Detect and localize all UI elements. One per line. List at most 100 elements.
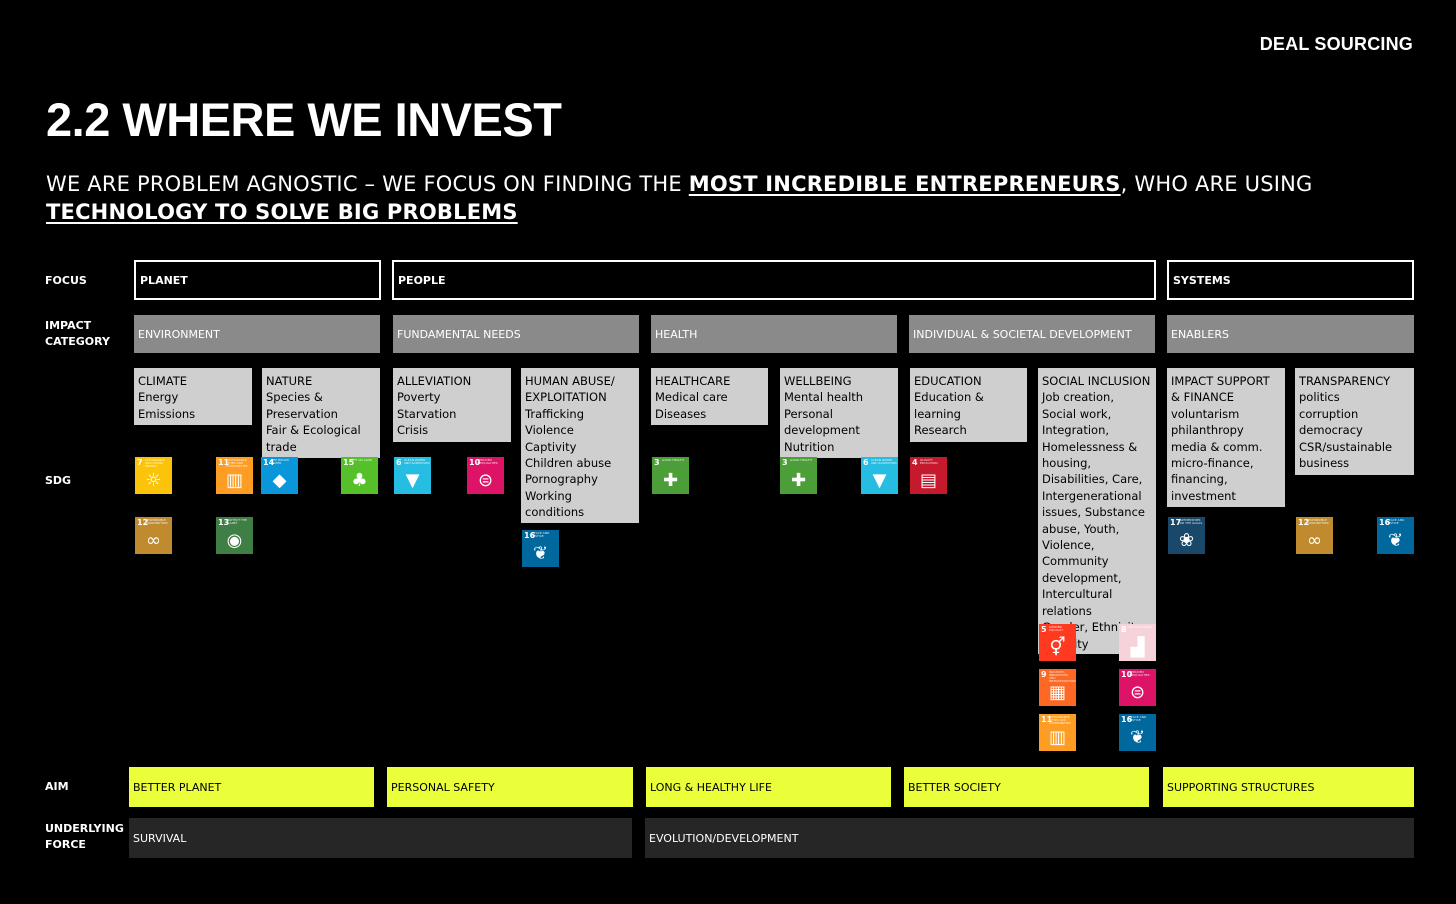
subcategory-line: trade [266, 439, 297, 454]
subcategory-line: & FINANCE [1171, 390, 1234, 405]
sdg-9-tile: 9 INDUSTRY, INNOVATION AND INFRASTRUCTURE… [1039, 669, 1076, 706]
subtitle-text-2: , WHO ARE USING [1120, 172, 1313, 196]
subcategory-wellbeing: WELLBEING Mental health Personal developmen… [780, 368, 898, 458]
sdg-label: RESPONSIBLE CONSUMPTION [145, 518, 168, 525]
sdg-label: PEACE AND JUSTICE [1129, 715, 1147, 722]
sdg-11-tile: 11 SUSTAINABLE CITIES AND COMMUNITIES ▥ [216, 457, 253, 494]
subcategory-line: democracy [1299, 423, 1363, 438]
sdg-number: 8 [1121, 625, 1127, 634]
subcategory-line: development [784, 423, 860, 438]
category-fundamental-needs: FUNDAMENTAL NEEDS [393, 315, 639, 353]
sdg-3-tile: 3 GOOD HEALTH ✚ [780, 457, 817, 494]
sdg-label: REDUCED INEQUALITIES [1129, 670, 1150, 677]
subcategory-line: housing, [1042, 456, 1092, 471]
sdg-number: 7 [137, 458, 143, 467]
sdg-number: 3 [782, 458, 788, 467]
sdg-label: PEACE AND JUSTICE [1387, 518, 1405, 525]
subcategory-line: Social work, [1042, 406, 1112, 421]
subcategory-line: Starvation [397, 406, 457, 421]
subcategory-line: SOCIAL INCLUSION [1042, 374, 1151, 388]
sdg-6-tile: 6 CLEAN WATER AND SANITATION ▼ [394, 457, 431, 494]
sdg-label: QUALITY EDUCATION [920, 458, 938, 465]
sdg-label: INDUSTRY, INNOVATION AND INFRASTRUCTURE [1049, 670, 1076, 683]
subcategory-line: politics [1299, 390, 1340, 405]
sdg-label: LIFE BELOW WATER [271, 458, 289, 465]
subcategory-impact-support-finance: IMPACT SUPPORT & FINANCE voluntarism philan… [1167, 368, 1285, 507]
sdg-label: CLEAN WATER AND SANITATION [871, 458, 897, 465]
subcategory-line: conditions [525, 505, 585, 520]
row-label-line: UNDERLYING [45, 822, 124, 835]
sdg-label: GOOD HEALTH [662, 458, 684, 462]
sdg-number: 6 [396, 458, 402, 467]
sdg-number: 17 [1170, 518, 1182, 527]
row-label-underlying-force: UNDERLYING FORCE [45, 821, 124, 853]
page-subtitle: WE ARE PROBLEM AGNOSTIC – WE FOCUS ON FI… [46, 170, 1346, 226]
subcategory-line: Personal [784, 406, 833, 421]
subcategory-line: Species & [266, 390, 323, 405]
subcategory-transparency: TRANSPARENCY politics corruption democracy C… [1295, 368, 1414, 475]
sdg-number: 15 [343, 458, 355, 467]
subcategory-line: Research [914, 423, 967, 438]
subcategory-education: EDUCATION Education & learning Research [910, 368, 1027, 442]
sdg-number: 11 [218, 458, 230, 467]
sdg-number: 9 [1041, 670, 1047, 679]
tree-icon: ♣ [351, 470, 368, 491]
subcategory-line: Diseases [655, 406, 707, 421]
partnership-icon: ❀ [1178, 530, 1195, 551]
subcategory-line: Energy [138, 390, 179, 405]
sdg-number: 3 [654, 458, 660, 467]
water-drop-icon: ▼ [405, 470, 420, 491]
subcategory-line: EXPLOITATION [525, 390, 607, 405]
sdg-number: 12 [1298, 518, 1310, 527]
subcategory-line: Working [525, 488, 572, 503]
subcategory-line: WELLBEING [784, 374, 852, 388]
sdg-11-tile: 11 SUSTAINABLE CITIES AND COMMUNITIES ▥ [1039, 714, 1076, 751]
subcategory-line: Trafficking [525, 406, 584, 421]
subcategory-line: Captivity [525, 439, 577, 454]
subcategory-line: financing, [1171, 472, 1228, 487]
subcategory-line: issues, Substance [1042, 505, 1145, 520]
subcategory-line: Job creation, [1042, 390, 1114, 405]
subcategory-line: Preservation [266, 406, 338, 421]
subcategory-line: NATURE [266, 374, 313, 388]
book-icon: ▤ [919, 470, 937, 491]
row-label-aim: AIM [45, 780, 69, 793]
sdg-label: CLEAN WATER AND SANITATION [404, 458, 430, 465]
subcategory-line: TRANSPARENCY [1299, 374, 1391, 388]
row-label-line: IMPACT [45, 319, 92, 332]
subcategory-line: Intercultural [1042, 587, 1113, 602]
subcategory-line: HEALTHCARE [655, 374, 731, 388]
subcategory-line: development, [1042, 570, 1122, 585]
row-label-focus: FOCUS [45, 274, 87, 287]
equal-icon: ⊜ [477, 470, 494, 491]
subcategory-line: Community [1042, 554, 1109, 569]
sdg-number: 11 [1041, 715, 1053, 724]
sdg-label: GOOD HEALTH [790, 458, 812, 462]
page-title: 2.2 WHERE WE INVEST [46, 93, 562, 146]
sdg-number: 6 [863, 458, 869, 467]
subcategory-line: Poverty [397, 390, 441, 405]
row-label-impact-category: IMPACT CATEGORY [45, 318, 110, 350]
eye-icon: ◉ [226, 530, 243, 551]
sdg-label: PARTNERSHIPS FOR THE GOALS [1178, 518, 1203, 525]
sdg-label: SUSTAINABLE CITIES AND COMMUNITIES [1049, 715, 1071, 725]
sdg-label: LIFE ON LAND [351, 458, 373, 462]
water-drop-icon: ▼ [872, 470, 887, 491]
subcategory-line: Violence [525, 423, 574, 438]
sdg-number: 10 [469, 458, 481, 467]
subcategory-line: Nutrition [784, 439, 835, 454]
row-label-line: CATEGORY [45, 335, 110, 348]
subcategory-alleviation: ALLEVIATION Poverty Starvation Crisis [393, 368, 511, 442]
city-icon: ▥ [1048, 727, 1066, 748]
sdg-16-tile: 16 PEACE AND JUSTICE ❦ [522, 530, 559, 567]
subcategory-line: learning [914, 406, 961, 421]
sun-icon: ☼ [145, 470, 162, 491]
sdg-number: 13 [218, 518, 230, 527]
sdg-label: REDUCED INEQUALITIES [477, 458, 498, 465]
equal-icon: ⊜ [1129, 682, 1146, 703]
aim-supporting-structures: SUPPORTING STRUCTURES [1163, 767, 1414, 807]
aim-better-society: BETTER SOCIETY [904, 767, 1149, 807]
sdg-10-tile: 10 REDUCED INEQUALITIES ⊜ [467, 457, 504, 494]
subcategory-line: CSR/sustainable [1299, 439, 1393, 454]
gender-icon: ⚥ [1049, 637, 1066, 658]
